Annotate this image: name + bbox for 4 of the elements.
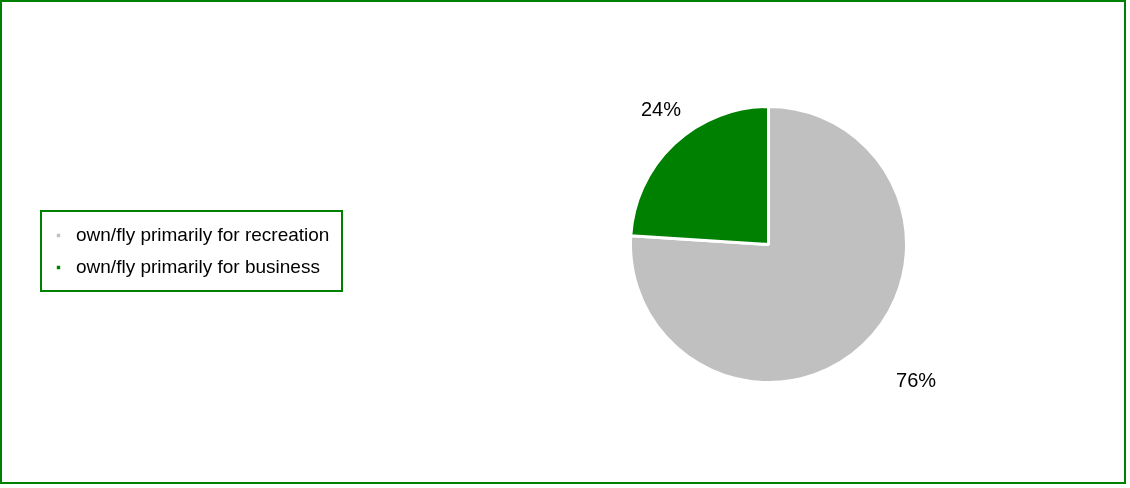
legend-label: own/fly primarily for business [76, 256, 320, 278]
data-label: 24% [640, 97, 682, 120]
data-label: 76% [896, 369, 937, 392]
legend-label: own/fly primarily for recreation [76, 224, 330, 246]
